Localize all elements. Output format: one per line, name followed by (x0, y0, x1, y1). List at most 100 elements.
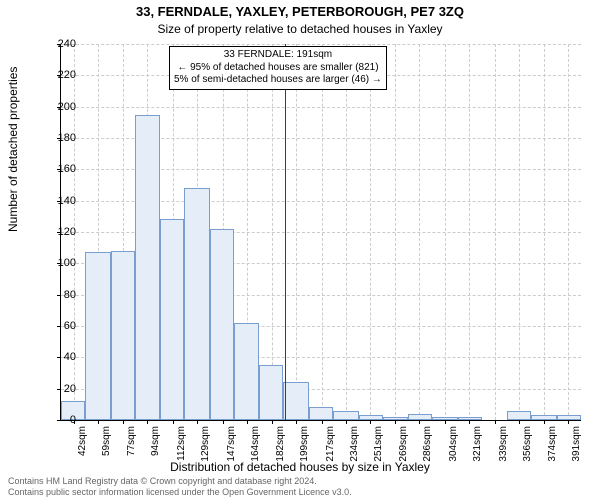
histogram-bar (184, 188, 210, 420)
chart-subtitle: Size of property relative to detached ho… (0, 22, 600, 36)
annotation-line3: 5% of semi-detached houses are larger (4… (174, 74, 382, 87)
x-tick-label: 321sqm (472, 426, 483, 462)
histogram-bar (259, 365, 283, 420)
histogram-bar (432, 417, 458, 420)
y-tick-label: 120 (36, 226, 76, 238)
x-tick-mark (247, 420, 248, 424)
x-tick-label: 182sqm (275, 426, 286, 462)
x-tick-label: 217sqm (325, 426, 336, 462)
histogram-bar (333, 411, 359, 420)
x-tick-mark (495, 420, 496, 424)
x-tick-label: 59sqm (101, 426, 112, 456)
chart-container: 33, FERNDALE, YAXLEY, PETERBOROUGH, PE7 … (0, 0, 600, 500)
gridline-v (272, 44, 273, 420)
annotation-line1: 33 FERNDALE: 191sqm (174, 49, 382, 62)
y-tick-label: 80 (36, 289, 76, 301)
histogram-bar (85, 252, 111, 420)
x-tick-label: 339sqm (498, 426, 509, 462)
x-tick-mark (419, 420, 420, 424)
y-tick-label: 140 (36, 195, 76, 207)
x-tick-label: 164sqm (250, 426, 261, 462)
x-tick-label: 42sqm (77, 426, 88, 456)
x-tick-label: 356sqm (522, 426, 533, 462)
histogram-bar (408, 414, 432, 420)
x-tick-mark (469, 420, 470, 424)
x-tick-label: 129sqm (200, 426, 211, 462)
x-tick-label: 234sqm (349, 426, 360, 462)
y-tick-label: 20 (36, 383, 76, 395)
y-tick-label: 200 (36, 101, 76, 113)
y-tick-label: 40 (36, 351, 76, 363)
histogram-bar (507, 411, 531, 420)
x-tick-mark (346, 420, 347, 424)
y-tick-label: 160 (36, 163, 76, 175)
gridline-v (296, 44, 297, 420)
chart-title: 33, FERNDALE, YAXLEY, PETERBOROUGH, PE7 … (0, 4, 600, 19)
x-axis-label: Distribution of detached houses by size … (0, 460, 600, 474)
histogram-bar (531, 415, 557, 420)
x-tick-mark (272, 420, 273, 424)
y-tick-label: 240 (36, 38, 76, 50)
x-tick-mark (123, 420, 124, 424)
x-tick-mark (147, 420, 148, 424)
footer-attribution: Contains HM Land Registry data © Crown c… (8, 476, 352, 498)
x-tick-label: 374sqm (547, 426, 558, 462)
x-tick-label: 147sqm (226, 426, 237, 462)
histogram-bar (160, 219, 184, 420)
histogram-bar (283, 382, 309, 420)
histogram-bar (234, 323, 260, 420)
x-tick-mark (322, 420, 323, 424)
gridline-v (395, 44, 396, 420)
gridline-v (568, 44, 569, 420)
histogram-bar (210, 229, 234, 420)
x-tick-mark (223, 420, 224, 424)
histogram-bar (135, 115, 161, 421)
x-tick-mark (197, 420, 198, 424)
gridline-v (445, 44, 446, 420)
annotation-box: 33 FERNDALE: 191sqm← 95% of detached hou… (169, 46, 387, 90)
y-tick-label: 100 (36, 257, 76, 269)
plot-area: 33 FERNDALE: 191sqm← 95% of detached hou… (60, 44, 581, 421)
x-tick-mark (544, 420, 545, 424)
x-tick-mark (98, 420, 99, 424)
gridline-v (322, 44, 323, 420)
gridline-v (469, 44, 470, 420)
histogram-bar (309, 407, 333, 420)
x-tick-label: 199sqm (299, 426, 310, 462)
x-tick-mark (445, 420, 446, 424)
x-tick-label: 304sqm (448, 426, 459, 462)
x-tick-label: 286sqm (422, 426, 433, 462)
histogram-bar (458, 417, 482, 420)
histogram-bar (111, 251, 135, 420)
footer-line2: Contains public sector information licen… (8, 487, 352, 498)
annotation-line2: ← 95% of detached houses are smaller (82… (174, 62, 382, 75)
y-tick-label: 220 (36, 69, 76, 81)
x-tick-mark (173, 420, 174, 424)
gridline-v (419, 44, 420, 420)
gridline-v (544, 44, 545, 420)
histogram-bar (557, 415, 581, 420)
x-tick-mark (568, 420, 569, 424)
gridline-v (370, 44, 371, 420)
histogram-bar (359, 415, 383, 420)
histogram-bar (383, 417, 409, 420)
footer-line1: Contains HM Land Registry data © Crown c… (8, 476, 352, 487)
x-tick-mark (370, 420, 371, 424)
x-tick-label: 269sqm (398, 426, 409, 462)
gridline-v (346, 44, 347, 420)
y-tick-label: 0 (36, 414, 76, 426)
marker-line (285, 44, 286, 420)
x-tick-mark (519, 420, 520, 424)
x-tick-mark (296, 420, 297, 424)
y-tick-label: 60 (36, 320, 76, 332)
y-axis-label: Number of detached properties (6, 67, 20, 232)
x-tick-label: 251sqm (373, 426, 384, 462)
x-tick-mark (395, 420, 396, 424)
x-tick-label: 391sqm (571, 426, 582, 462)
gridline-v (495, 44, 496, 420)
gridline-v (519, 44, 520, 420)
x-tick-label: 77sqm (126, 426, 137, 456)
x-tick-label: 112sqm (176, 426, 187, 461)
x-tick-label: 94sqm (150, 426, 161, 456)
y-tick-label: 180 (36, 132, 76, 144)
